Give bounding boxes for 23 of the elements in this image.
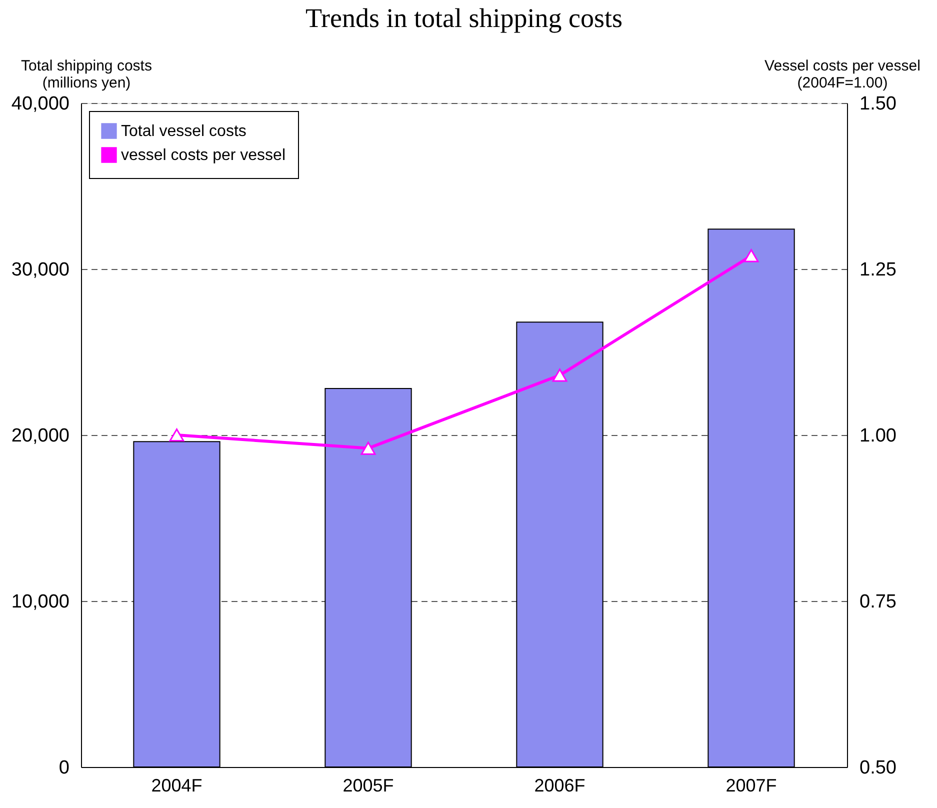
point [744,249,759,262]
legend-label: Total vessel costs [121,123,246,140]
x-tick-label: 2004F [151,776,202,796]
point [360,442,376,455]
x-tick-label: 2006F [534,776,586,796]
y-axis-title: Total shipping costs (millions yen) [21,58,152,92]
legend-label: vessel costs per vessel [121,147,286,164]
x-tick-label: 2005F [342,776,394,796]
y2-axis-title: Vessel costs per vessel (2004F=1.00) [764,58,920,92]
chart-title: Trends in total shipping costs [305,3,623,33]
y-tick-label: 30,000 [11,260,70,280]
y2-tick-label: 1.50 [860,94,896,114]
y2-tick-label: 0.75 [860,592,896,612]
x-tick-label: 2007F [726,776,777,796]
y2-tick-label: 0.50 [860,758,896,778]
y2-tick-label: 1.25 [860,260,896,280]
y-tick-label: 0 [58,758,70,778]
point [552,368,568,382]
point [169,428,184,442]
y-tick-label: 20,000 [11,426,70,446]
y-tick-label: 10,000 [11,592,70,612]
y-tick-label: 40,000 [11,94,70,114]
y2-tick-label: 1.00 [860,426,896,446]
